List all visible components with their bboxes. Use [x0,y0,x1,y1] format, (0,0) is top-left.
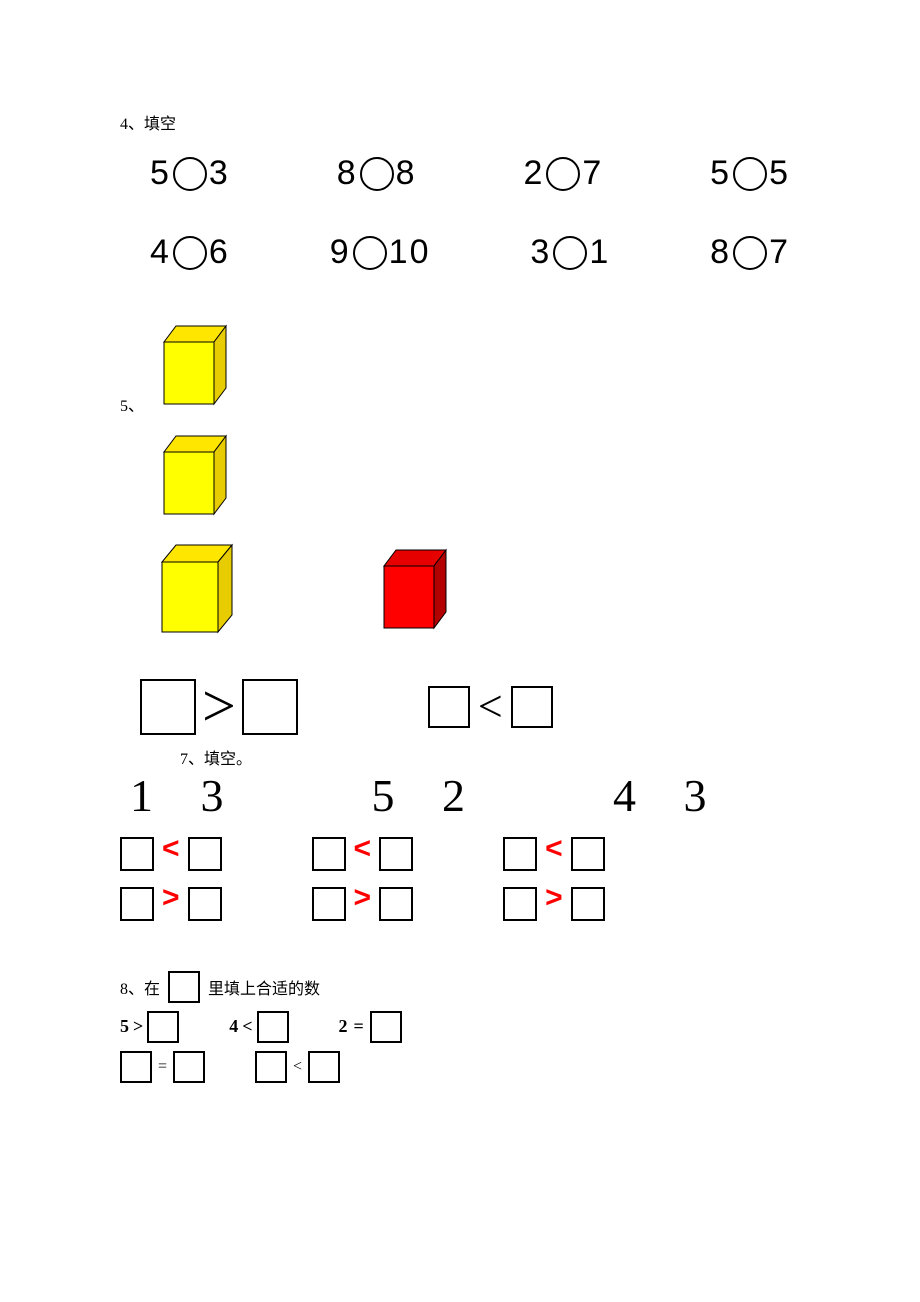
q7-g3-lt[interactable]: < [503,832,605,871]
q4-label: 4、填空 [120,110,800,134]
q8-item-4[interactable]: = [120,1051,205,1083]
q7-ineq-row1: < < < [120,832,800,871]
blank-box[interactable] [503,887,537,921]
blank-circle[interactable] [173,157,207,191]
q5-compare-row: > < [120,672,800,741]
blank-box[interactable] [428,686,470,728]
blank-circle[interactable] [173,236,207,270]
q8-title: 8、在 里填上合适的数 [120,971,800,1003]
blank-box[interactable] [379,887,413,921]
blank-circle[interactable] [553,236,587,270]
yellow-cube-icon [150,432,240,522]
q4-r1-3[interactable]: 27 [523,154,603,193]
blank-box[interactable] [257,1011,289,1043]
blank-box[interactable] [312,887,346,921]
blank-box[interactable] [173,1051,205,1083]
lt-symbol: < [242,1016,252,1037]
q7-g3-gt[interactable]: > [503,881,605,920]
blank-box[interactable] [120,887,154,921]
gt-symbol: > [354,881,372,914]
q8: 8、在 里填上合适的数 5 > 4 < 2 = [120,971,800,1083]
q7-pairs: 1 3 5 2 4 3 [130,769,800,822]
blank-box[interactable] [188,837,222,871]
red-cube-icon [370,546,460,636]
blank-box[interactable] [188,887,222,921]
q8-item-5[interactable]: < [255,1051,340,1083]
gt-symbol: > [545,881,563,914]
eq-symbol: = [158,1058,167,1076]
q7-g1-lt[interactable]: < [120,832,222,871]
blank-box[interactable] [503,837,537,871]
q4-r2-3[interactable]: 31 [530,233,610,272]
blank-box[interactable] [379,837,413,871]
q8-item-2[interactable]: 4 < [229,1011,288,1043]
q7-label: 7、填空。 [180,745,800,769]
blank-box[interactable] [120,837,154,871]
q8-label-1: 8、在 [120,975,160,999]
gt-symbol: > [162,881,180,914]
blank-box[interactable] [312,837,346,871]
blank-box[interactable] [140,679,196,735]
lt-symbol: < [162,832,180,865]
q8-item-1[interactable]: 5 > [120,1011,179,1043]
blank-box-icon [168,971,200,1003]
q5-label: 5、 [120,392,144,416]
q7-g1-gt[interactable]: > [120,881,222,920]
yellow-cube-icon [146,540,246,640]
blank-circle[interactable] [360,157,394,191]
q8-row1: 5 > 4 < 2 = [120,1011,800,1043]
blank-circle[interactable] [353,236,387,270]
q4-r1-1[interactable]: 53 [150,154,230,193]
q8-item-3[interactable]: 2 = [339,1011,402,1043]
blank-circle[interactable] [733,236,767,270]
q5-cmp-1[interactable]: > [140,672,298,741]
q7-pair-3: 4 3 [613,769,725,822]
blank-box[interactable] [511,686,553,728]
gt-symbol: > [202,672,236,741]
q8-row2: = < [120,1051,800,1083]
blank-box[interactable] [120,1051,152,1083]
q4-r2-1[interactable]: 46 [150,233,230,272]
blank-box[interactable] [147,1011,179,1043]
q5-cubes-area: 5、 [120,322,800,652]
blank-box[interactable] [370,1011,402,1043]
blank-box[interactable] [571,887,605,921]
q7-pair-1: 1 3 [130,769,242,822]
yellow-cube-icon [150,322,240,412]
eq-symbol: = [354,1016,364,1037]
q4-r2-2[interactable]: 910 [330,233,431,272]
q7-g2-gt[interactable]: > [312,881,414,920]
q4-row2: 46 910 31 87 [150,233,790,272]
q8-label-2: 里填上合适的数 [208,975,320,999]
q7-g2-lt[interactable]: < [312,832,414,871]
q4-row1: 53 88 27 55 [150,154,790,193]
lt-symbol: < [545,832,563,865]
blank-box[interactable] [308,1051,340,1083]
q4-r2-4[interactable]: 87 [710,233,790,272]
blank-box[interactable] [242,679,298,735]
blank-box[interactable] [571,837,605,871]
blank-box[interactable] [255,1051,287,1083]
lt-symbol: < [478,681,503,732]
gt-symbol: > [133,1016,143,1037]
q4-r1-2[interactable]: 88 [337,154,417,193]
q7-ineq-row2: > > > [120,881,800,920]
q7-pair-2: 5 2 [372,769,484,822]
blank-circle[interactable] [733,157,767,191]
q5-cmp-2[interactable]: < [428,681,553,732]
blank-circle[interactable] [546,157,580,191]
lt-symbol: < [293,1058,302,1076]
lt-symbol: < [354,832,372,865]
q4-r1-4[interactable]: 55 [710,154,790,193]
